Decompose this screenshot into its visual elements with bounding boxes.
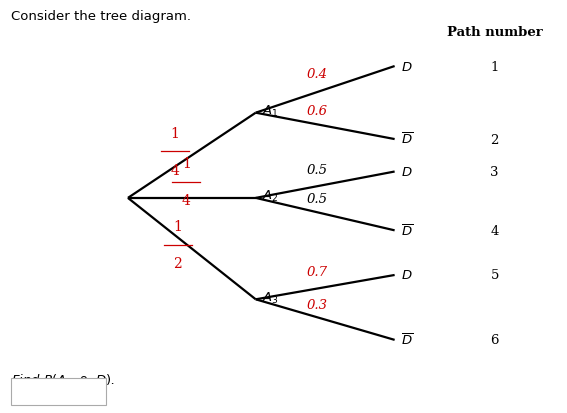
Text: $D$: $D$ — [401, 60, 413, 74]
Text: 2: 2 — [174, 256, 183, 270]
Text: 4: 4 — [171, 163, 180, 177]
Text: Consider the tree diagram.: Consider the tree diagram. — [11, 10, 191, 23]
Text: $\overline{D}$: $\overline{D}$ — [401, 223, 413, 238]
Text: 2: 2 — [490, 133, 499, 146]
Text: 4: 4 — [182, 194, 191, 207]
Text: 0.7: 0.7 — [306, 266, 327, 278]
Text: 1: 1 — [171, 126, 180, 140]
Text: $\overline{D}$: $\overline{D}$ — [401, 132, 413, 147]
Text: $A_3$: $A_3$ — [263, 290, 280, 305]
Text: 0.6: 0.6 — [306, 104, 327, 118]
Text: 5: 5 — [490, 269, 499, 282]
Text: 0.5: 0.5 — [306, 164, 327, 176]
Text: 1: 1 — [182, 157, 191, 171]
Text: Find $P(A_2\ \cap\ D)$.: Find $P(A_2\ \cap\ D)$. — [11, 373, 115, 389]
Text: $A_1$: $A_1$ — [263, 104, 279, 119]
Text: 0.5: 0.5 — [306, 193, 327, 206]
Text: 3: 3 — [490, 166, 499, 178]
FancyBboxPatch shape — [11, 378, 105, 405]
Text: 1: 1 — [490, 60, 499, 74]
Text: 0.3: 0.3 — [306, 298, 327, 311]
Text: Path number: Path number — [447, 26, 543, 39]
Text: $D$: $D$ — [401, 269, 413, 282]
Text: 0.4: 0.4 — [306, 68, 327, 81]
Text: 6: 6 — [490, 334, 499, 347]
Text: $D$: $D$ — [401, 166, 413, 178]
Text: $A_2$: $A_2$ — [263, 189, 279, 204]
Text: 4: 4 — [490, 224, 499, 237]
Text: $\overline{D}$: $\overline{D}$ — [401, 332, 413, 348]
Text: 1: 1 — [174, 220, 183, 234]
